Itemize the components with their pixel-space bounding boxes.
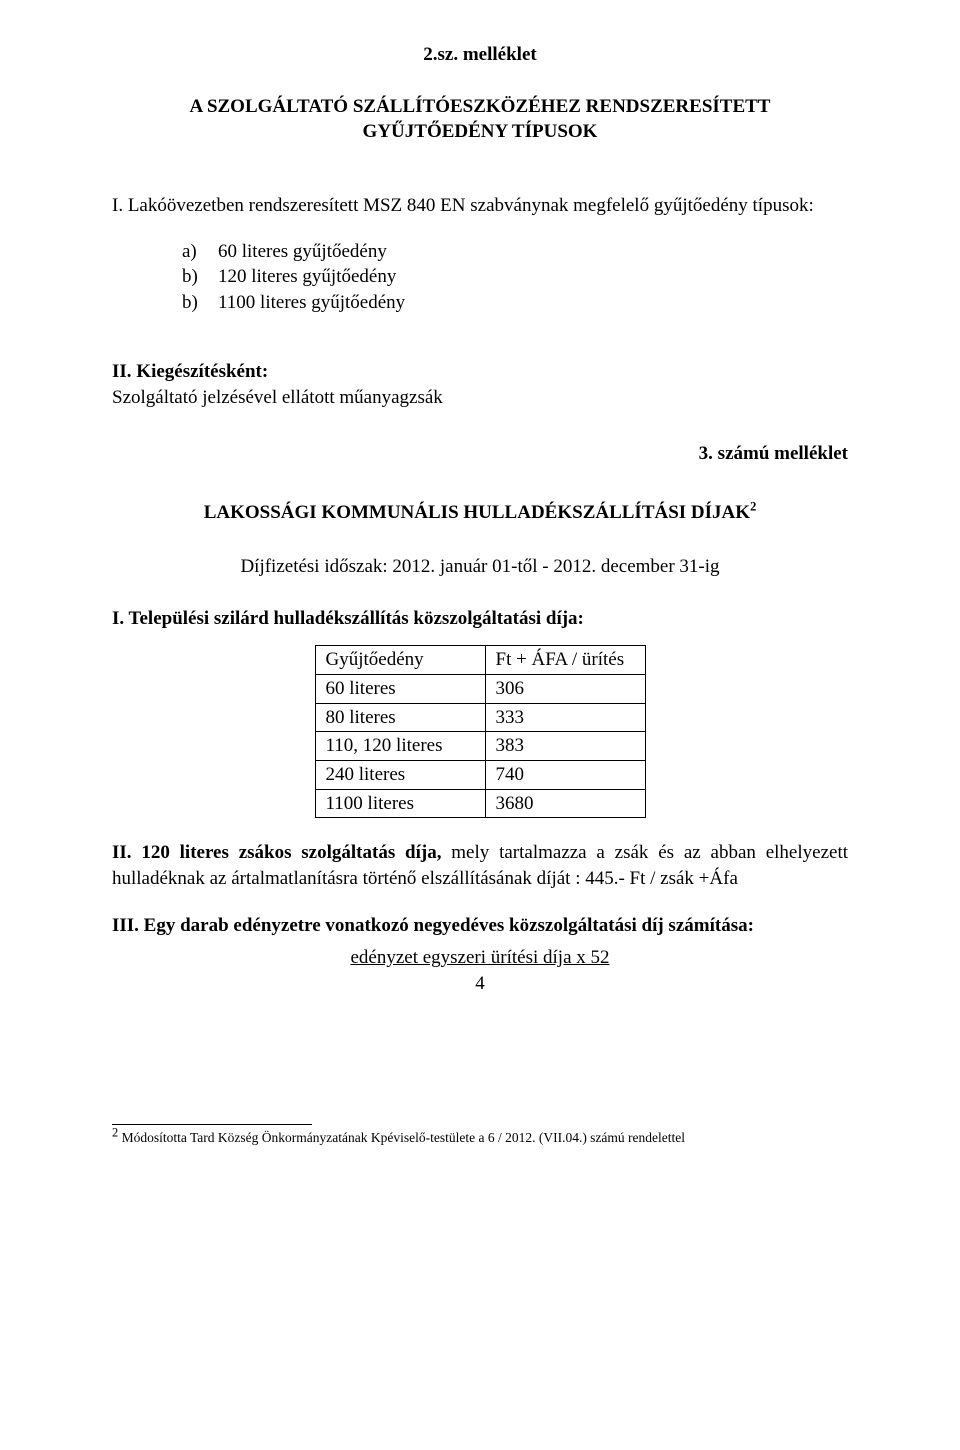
table-row: Gyűjtőedény Ft + ÁFA / ürítés — [315, 646, 645, 675]
heading-footnote-ref: 2 — [750, 500, 756, 514]
fee-table: Gyűjtőedény Ft + ÁFA / ürítés 60 literes… — [315, 645, 646, 818]
table-cell: 383 — [485, 732, 645, 761]
table-row: 60 literes 306 — [315, 674, 645, 703]
table-row: 1100 literes 3680 — [315, 789, 645, 818]
list-item: a) 60 literes gyűjtőedény — [182, 239, 848, 265]
formula: edényzet egyszeri ürítési díja x 52 4 — [112, 945, 848, 996]
attachment-number: 2.sz. melléklet — [112, 42, 848, 68]
list-marker: a) — [182, 239, 218, 265]
list-text: 1100 literes gyűjtőedény — [218, 290, 405, 316]
sub-ii-lead: II. 120 literes zsákos szolgáltatás díja… — [112, 842, 441, 863]
table-row: 240 literes 740 — [315, 760, 645, 789]
section-ii-title: II. Kiegészítésként: — [112, 359, 848, 385]
sub-section-i: I. Települési szilárd hulladékszállítás … — [112, 606, 848, 632]
footnote: 2 Módosította Tard Község Önkormányzatán… — [112, 1129, 848, 1147]
heading-text: LAKOSSÁGI KOMMUNÁLIS HULLADÉKSZÁLLÍTÁSI … — [204, 502, 750, 523]
table-cell: 80 literes — [315, 703, 485, 732]
table-cell: 240 literes — [315, 760, 485, 789]
table-cell: 306 — [485, 674, 645, 703]
list-marker: b) — [182, 264, 218, 290]
formula-numerator: edényzet egyszeri ürítési díja x 52 — [350, 947, 609, 968]
list-marker: b) — [182, 290, 218, 316]
table-cell: 333 — [485, 703, 645, 732]
table-cell: 60 literes — [315, 674, 485, 703]
list-text: 60 literes gyűjtőedény — [218, 239, 387, 265]
annex-3-label: 3. számú melléklet — [112, 441, 848, 467]
table-cell: 1100 literes — [315, 789, 485, 818]
list-text: 120 literes gyűjtőedény — [218, 264, 396, 290]
table-header-cell: Gyűjtőedény — [315, 646, 485, 675]
table-row: 110, 120 literes 383 — [315, 732, 645, 761]
section-ii-text: Szolgáltató jelzésével ellátott műanyagz… — [112, 385, 848, 411]
footnote-text: Módosította Tard Község Önkormányzatának… — [118, 1130, 685, 1145]
table-header-cell: Ft + ÁFA / ürítés — [485, 646, 645, 675]
footnote-separator — [112, 1124, 312, 1125]
sub-section-ii: II. 120 literes zsákos szolgáltatás díja… — [112, 840, 848, 891]
section-i-intro: I. Lakóövezetben rendszeresített MSZ 840… — [112, 193, 848, 219]
list-item: b) 1100 literes gyűjtőedény — [182, 290, 848, 316]
section-i-list: a) 60 literes gyűjtőedény b) 120 literes… — [182, 239, 848, 316]
fee-period: Díjfizetési időszak: 2012. január 01-től… — [112, 554, 848, 580]
list-item: b) 120 literes gyűjtőedény — [182, 264, 848, 290]
formula-denominator: 4 — [475, 973, 485, 994]
sub-section-iii: III. Egy darab edényzetre vonatkozó negy… — [112, 913, 848, 939]
title-line-1: A SZOLGÁLTATÓ SZÁLLÍTÓESZKÖZÉHEZ RENDSZE… — [112, 94, 848, 120]
title-line-2: GYŰJTŐEDÉNY TÍPUSOK — [112, 119, 848, 145]
table-cell: 110, 120 literes — [315, 732, 485, 761]
table-cell: 740 — [485, 760, 645, 789]
table-row: 80 literes 333 — [315, 703, 645, 732]
section-ii: II. Kiegészítésként: Szolgáltató jelzésé… — [112, 359, 848, 410]
annex-3-heading: LAKOSSÁGI KOMMUNÁLIS HULLADÉKSZÁLLÍTÁSI … — [112, 500, 848, 526]
document-title: A SZOLGÁLTATÓ SZÁLLÍTÓESZKÖZÉHEZ RENDSZE… — [112, 94, 848, 145]
table-cell: 3680 — [485, 789, 645, 818]
